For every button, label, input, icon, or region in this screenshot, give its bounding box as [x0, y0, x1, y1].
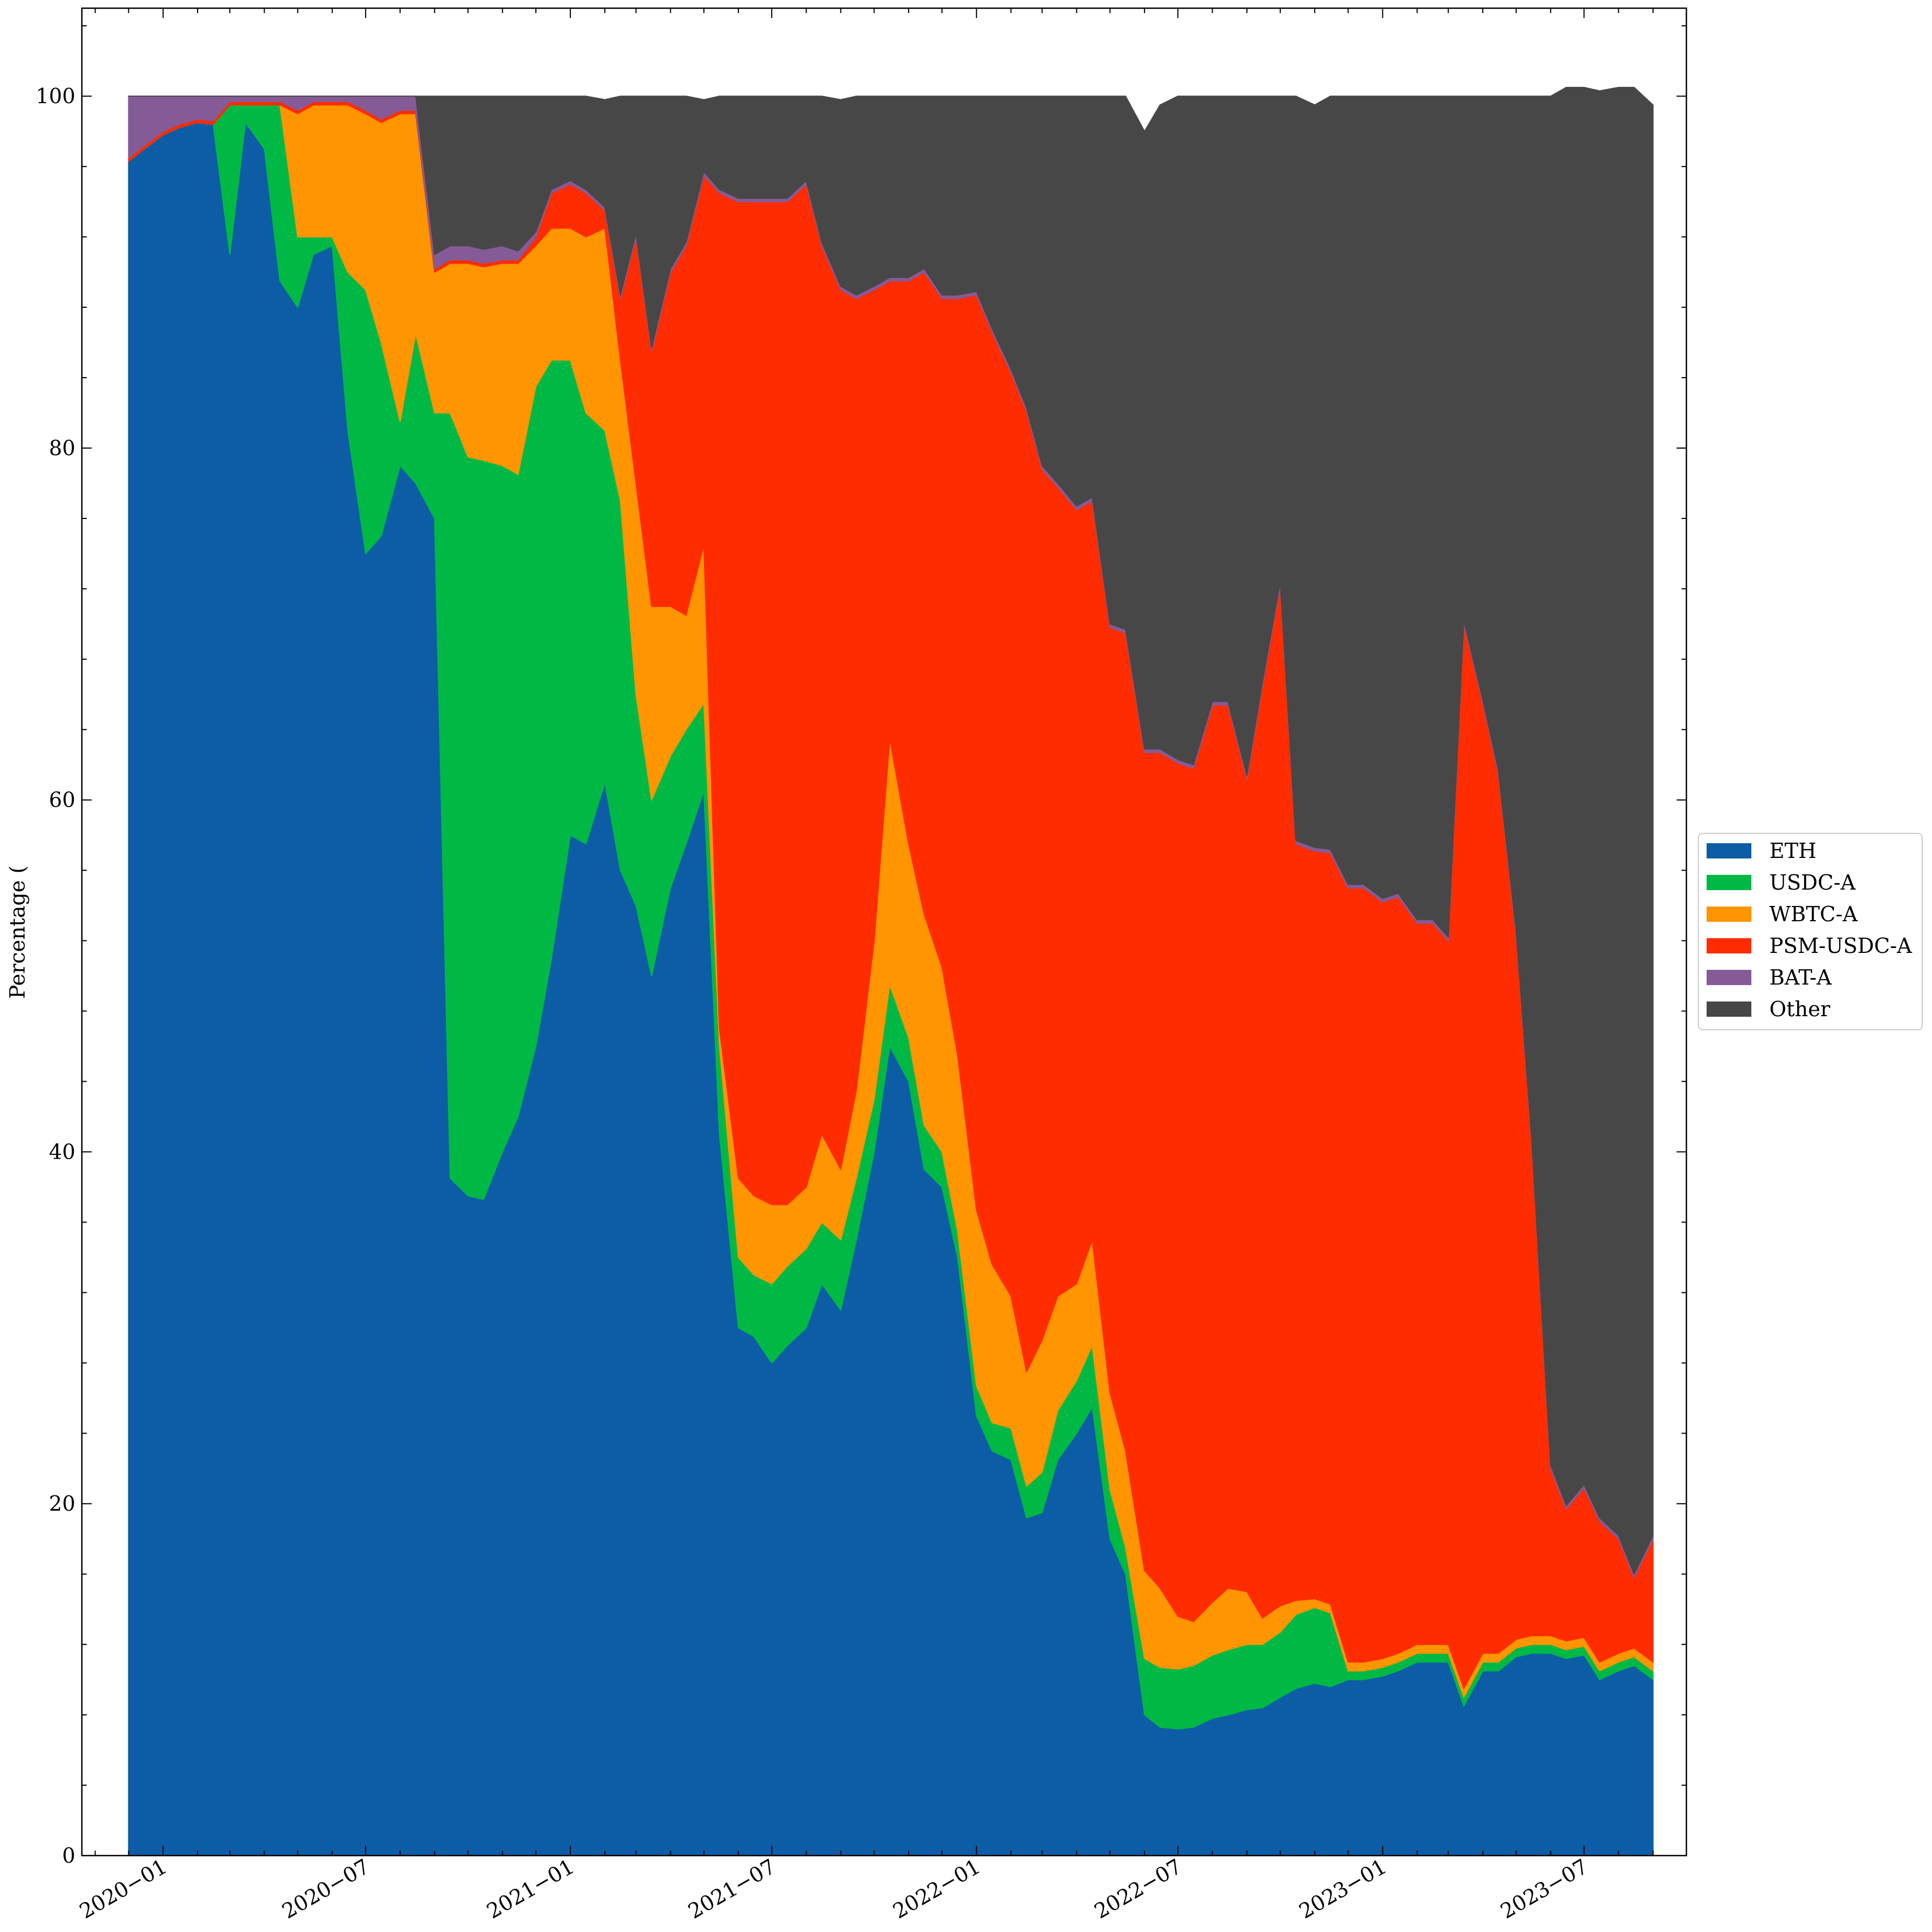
x-tick-label: 2022−07 — [1090, 1855, 1186, 1924]
chart-areas — [128, 87, 1654, 1856]
legend-swatch-wbtc-a — [1707, 907, 1751, 922]
legend-swatch-psm-usdc-a — [1707, 938, 1751, 953]
x-tick-label: 2021−07 — [684, 1855, 779, 1924]
legend-swatch-usdc-a — [1707, 875, 1751, 890]
legend-label-other: Other — [1769, 997, 1830, 1021]
y-tick-label: 100 — [35, 84, 75, 108]
legend-box — [1698, 833, 1923, 1030]
legend-label-eth: ETH — [1769, 839, 1816, 863]
y-tick-label: 80 — [49, 436, 75, 460]
y-tick-label: 0 — [62, 1844, 75, 1868]
y-axis-ticks: 0 20 40 60 80 100 — [35, 25, 1686, 1868]
plot-frame — [81, 7, 1687, 1857]
x-tick-label: 2020−01 — [75, 1855, 171, 1924]
legend-label-wbtc-a: WBTC-A — [1769, 902, 1858, 926]
y-axis-label: Percentage ( — [5, 866, 29, 999]
legend-label-usdc-a: USDC-A — [1769, 870, 1856, 895]
x-tick-label: 2021−01 — [482, 1855, 578, 1924]
x-tick-label: 2023−01 — [1295, 1855, 1391, 1924]
legend-label-psm-usdc-a: PSM-USDC-A — [1769, 934, 1912, 958]
y-tick-label: 20 — [49, 1492, 75, 1516]
x-tick-label: 2023−07 — [1496, 1855, 1592, 1924]
y-tick-label: 60 — [49, 788, 75, 812]
x-tick-label: 2020−07 — [278, 1855, 373, 1924]
x-tick-label: 2022−01 — [889, 1855, 984, 1924]
y-tick-label: 40 — [49, 1140, 75, 1164]
area-other — [128, 87, 1654, 1575]
legend-swatch-other — [1707, 1001, 1751, 1017]
legend-label-bat-a: BAT-A — [1769, 965, 1832, 989]
legend-swatch-eth — [1707, 843, 1751, 858]
legend: ETH USDC-A WBTC-A PSM-USDC-A BAT-A Other — [1698, 833, 1923, 1030]
legend-swatch-bat-a — [1707, 970, 1751, 985]
